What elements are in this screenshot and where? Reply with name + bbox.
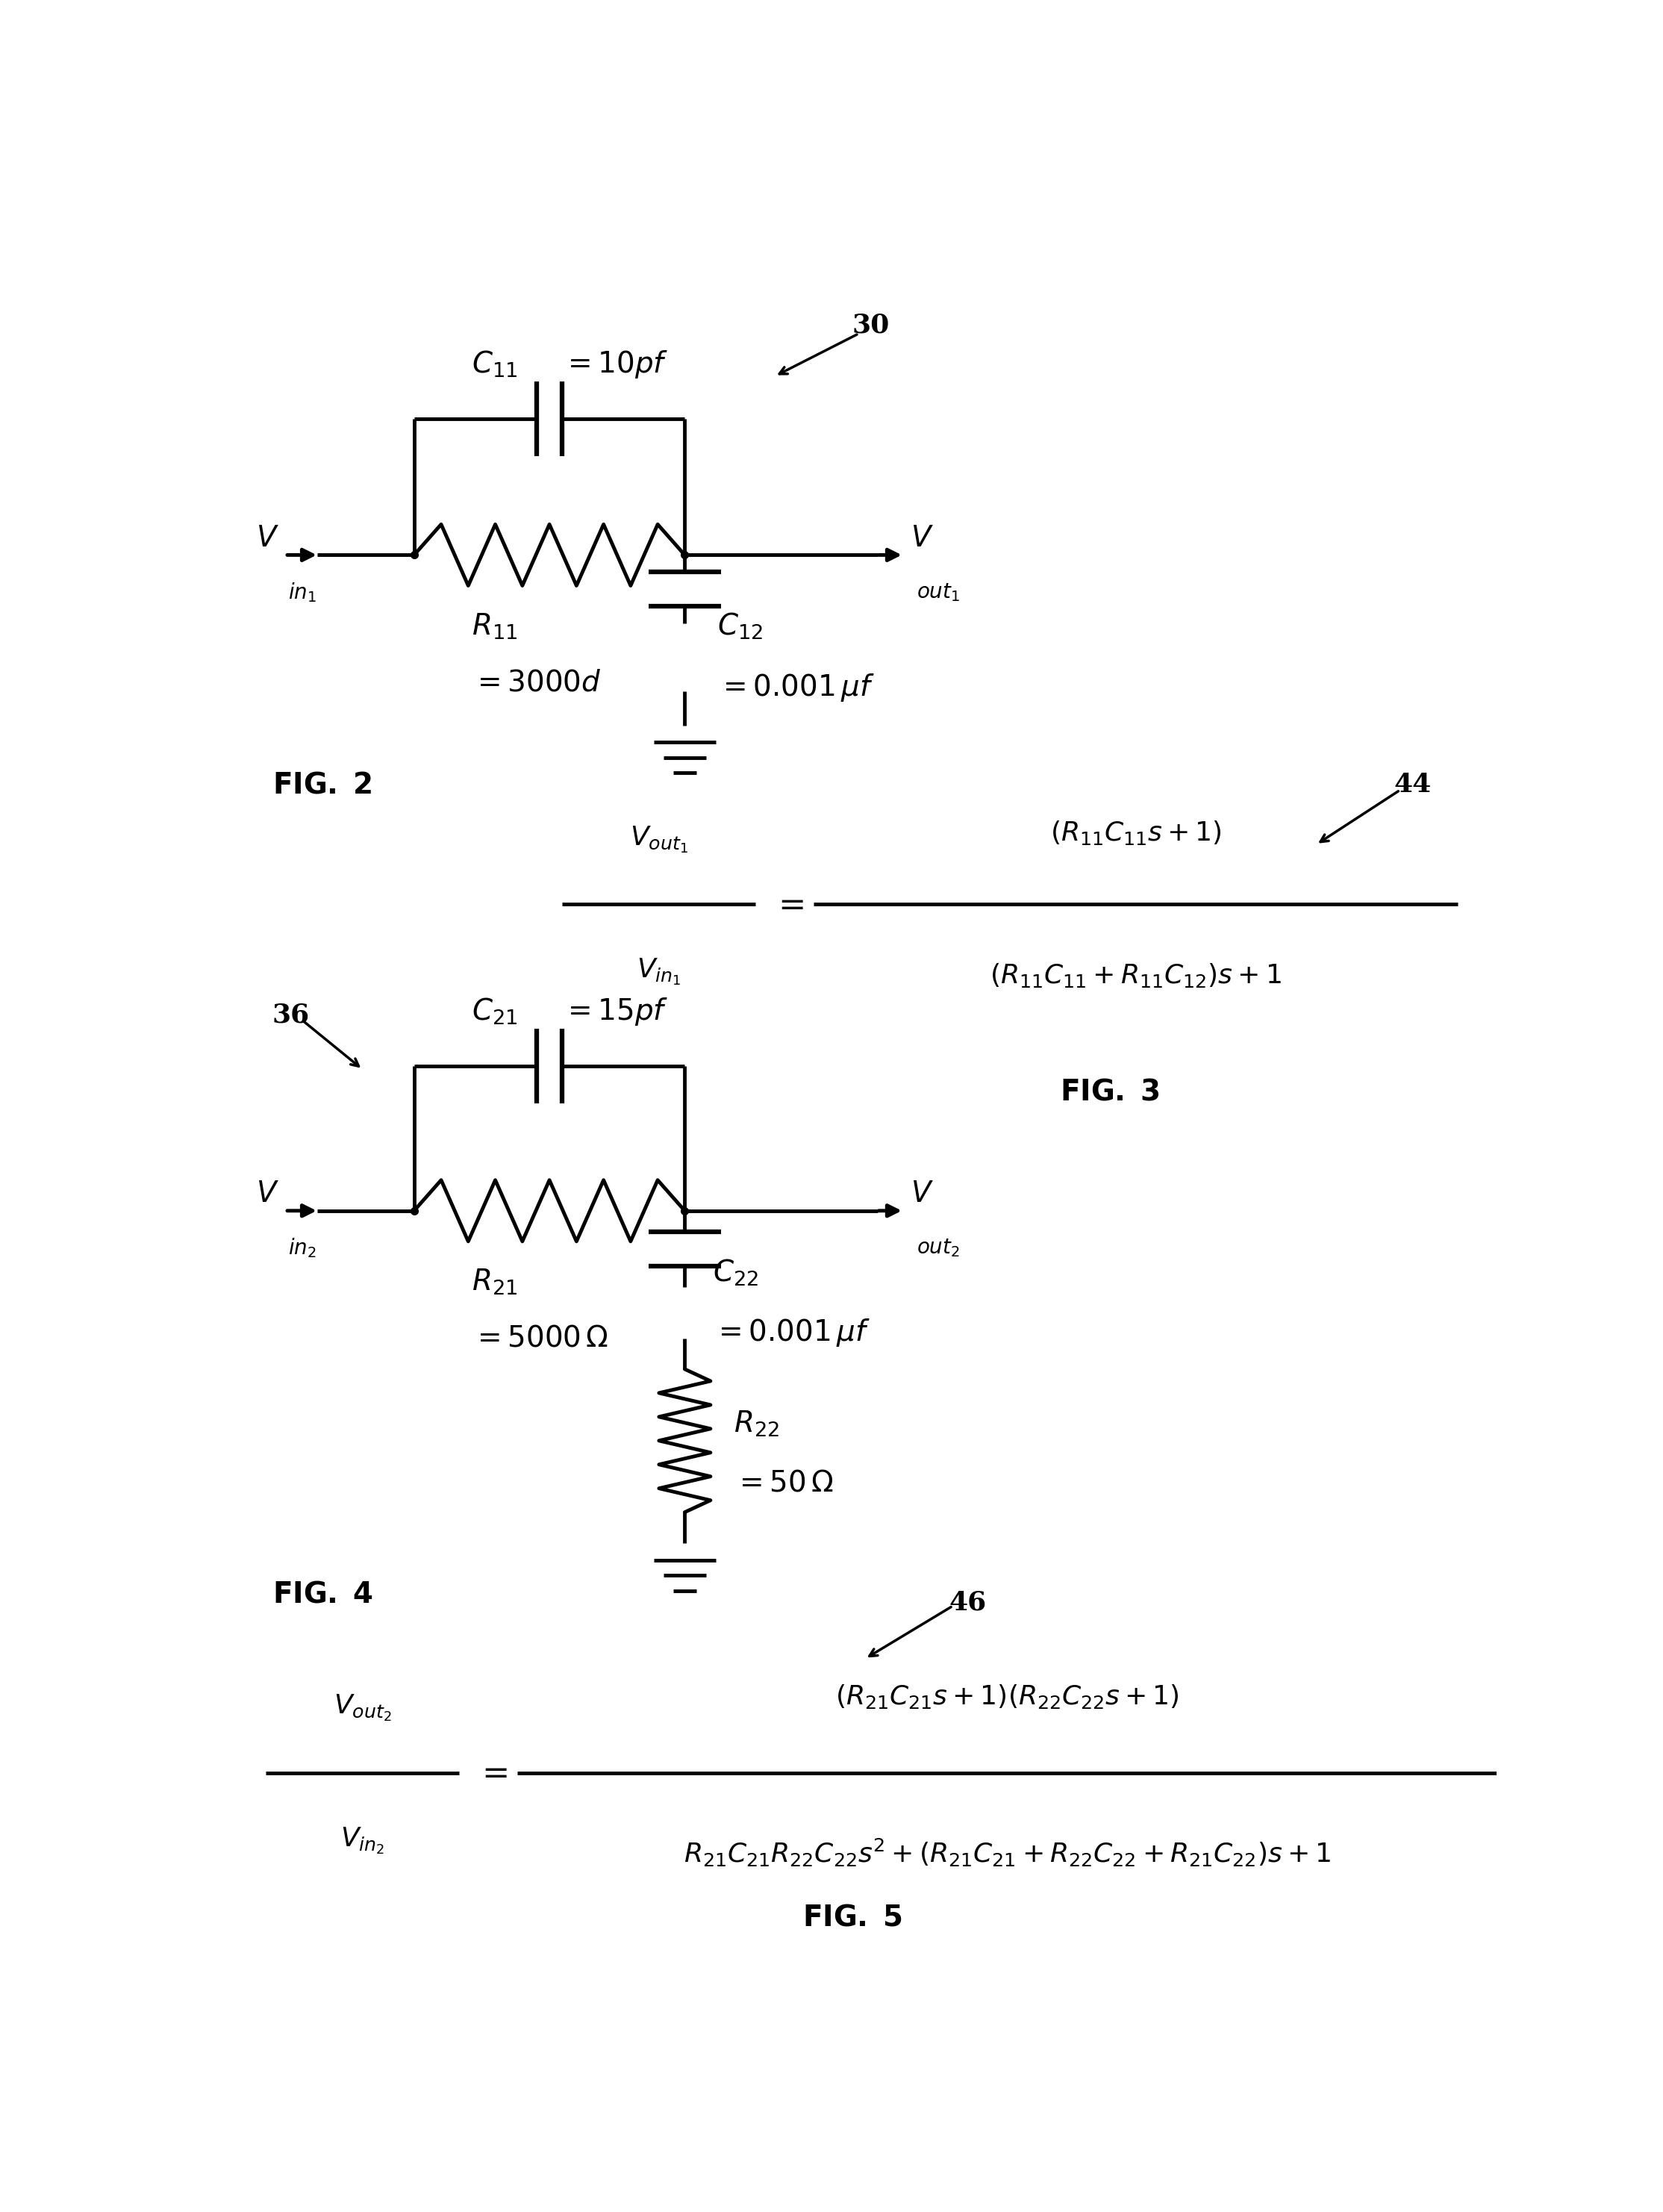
- Text: $C_{21}$: $C_{21}$: [472, 995, 517, 1026]
- Text: $V_{out_2}$: $V_{out_2}$: [334, 1692, 391, 1723]
- Text: $V$: $V$: [256, 1179, 279, 1208]
- Text: $out_1$: $out_1$: [916, 582, 960, 604]
- Text: $= 5000\,\Omega$: $= 5000\,\Omega$: [472, 1325, 609, 1354]
- Text: $V_{out_1}$: $V_{out_1}$: [630, 825, 688, 854]
- Text: 46: 46: [950, 1590, 986, 1615]
- Text: $R_{21}C_{21}R_{22}C_{22}s^2+(R_{21}C_{21}+R_{22}C_{22}+R_{21}C_{22})s+1$: $R_{21}C_{21}R_{22}C_{22}s^2+(R_{21}C_{2…: [683, 1838, 1330, 1869]
- Text: $in_2$: $in_2$: [288, 1237, 316, 1259]
- Text: $(R_{11}C_{11}s+1)$: $(R_{11}C_{11}s+1)$: [1049, 818, 1222, 847]
- Text: 36: 36: [273, 1002, 309, 1029]
- Text: $R_{21}$: $R_{21}$: [472, 1267, 517, 1296]
- Text: $\mathbf{FIG.\ 2}$: $\mathbf{FIG.\ 2}$: [273, 770, 373, 799]
- Text: $\mathbf{FIG.\ 3}$: $\mathbf{FIG.\ 3}$: [1059, 1077, 1161, 1106]
- Text: $R_{11}$: $R_{11}$: [472, 613, 517, 641]
- Text: $in_1$: $in_1$: [288, 582, 316, 604]
- Text: $\mathbf{FIG.\ 5}$: $\mathbf{FIG.\ 5}$: [802, 1902, 903, 1931]
- Text: $=$: $=$: [476, 1756, 507, 1790]
- Text: $(R_{11}C_{11}+R_{11}C_{12})s+1$: $(R_{11}C_{11}+R_{11}C_{12})s+1$: [989, 962, 1282, 989]
- Text: $= 50\,\Omega$: $= 50\,\Omega$: [733, 1469, 833, 1498]
- Text: $out_2$: $out_2$: [916, 1237, 960, 1259]
- Text: $V_{in_1}$: $V_{in_1}$: [637, 958, 682, 987]
- Text: $C_{11}$: $C_{11}$: [472, 349, 517, 378]
- Text: $=$: $=$: [772, 887, 803, 920]
- Text: $\mathbf{FIG.\ 4}$: $\mathbf{FIG.\ 4}$: [273, 1579, 373, 1608]
- Text: 30: 30: [851, 312, 890, 338]
- Text: $= 0.001\,\mu f$: $= 0.001\,\mu f$: [713, 1316, 870, 1347]
- Text: $= 0.001\,\mu f$: $= 0.001\,\mu f$: [717, 672, 875, 703]
- Text: $C_{12}$: $C_{12}$: [717, 611, 763, 641]
- Text: $(R_{21}C_{21}s+1)(R_{22}C_{22}s+1)$: $(R_{21}C_{21}s+1)(R_{22}C_{22}s+1)$: [835, 1683, 1179, 1710]
- Text: $V$: $V$: [910, 1179, 933, 1208]
- Text: $R_{22}$: $R_{22}$: [733, 1409, 780, 1438]
- Text: $V$: $V$: [910, 524, 933, 553]
- Text: $V_{in_2}$: $V_{in_2}$: [341, 1825, 384, 1856]
- Text: $V$: $V$: [256, 524, 279, 553]
- Text: 44: 44: [1394, 772, 1432, 799]
- Text: $C_{22}$: $C_{22}$: [713, 1259, 758, 1287]
- Text: $= 10pf$: $= 10pf$: [562, 349, 669, 380]
- Text: $= 15pf$: $= 15pf$: [562, 995, 669, 1026]
- Text: $= 3000d$: $= 3000d$: [472, 668, 602, 697]
